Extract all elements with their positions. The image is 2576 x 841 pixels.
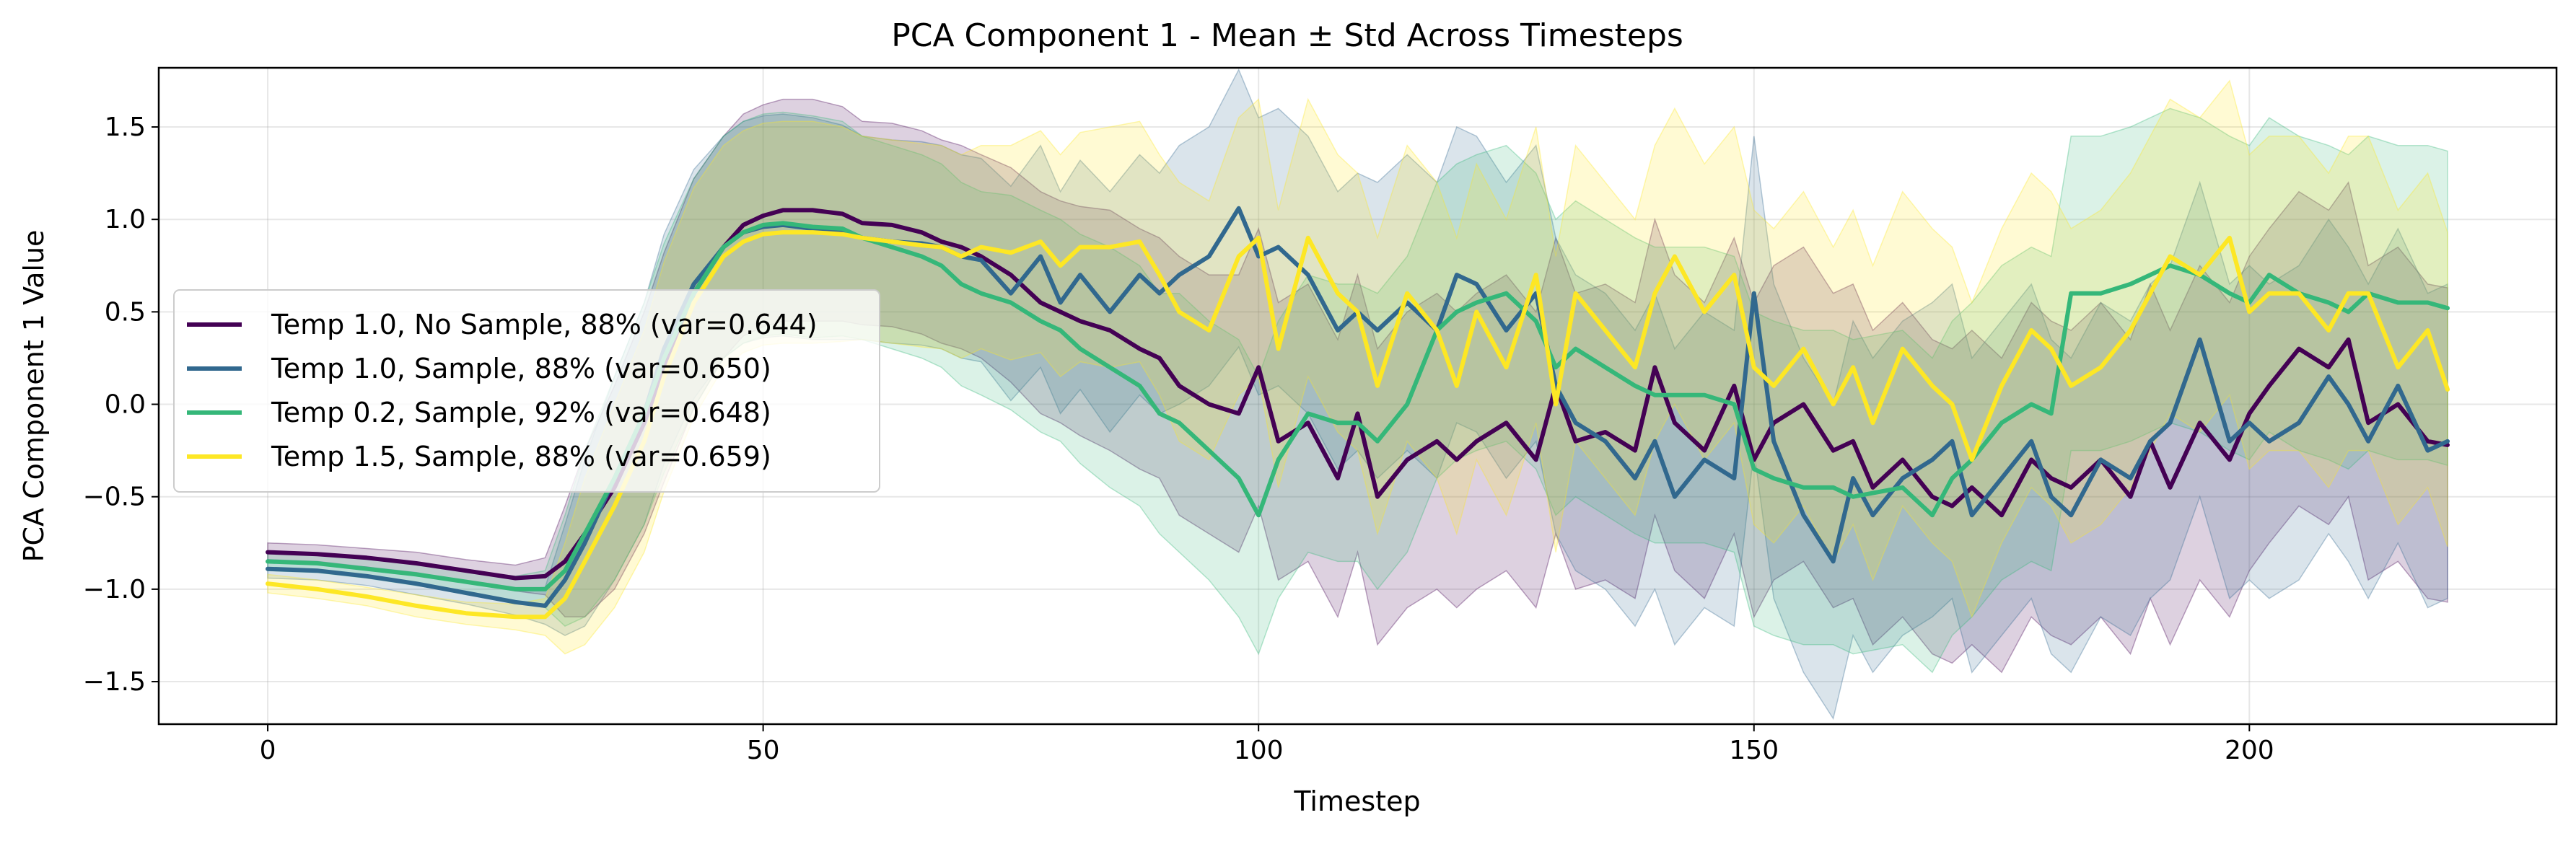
legend-box (173, 289, 880, 493)
chart-title: PCA Component 1 - Mean ± Std Across Time… (891, 17, 1683, 54)
legend-label: Temp 1.5, Sample, 88% (var=0.659) (271, 441, 771, 472)
x-tick-label: 200 (2225, 736, 2274, 765)
mean-line-series-1 (266, 208, 2450, 581)
y-tick-label: −1.0 (83, 575, 146, 604)
y-tick-label: 1.5 (105, 113, 146, 142)
y-tick-label: 0.5 (105, 297, 146, 327)
legend-label: Temp 1.0, No Sample, 88% (var=0.644) (271, 309, 818, 340)
legend-label: Temp 0.2, Sample, 92% (var=0.648) (271, 397, 771, 428)
mean-line-series-3 (266, 221, 2450, 591)
std-band-series-1 (267, 98, 2448, 674)
mean-line-series-4 (266, 230, 2450, 620)
x-axis-ticks: 0 50 100 150 200 (260, 724, 2274, 765)
y-tick-label: −1.5 (83, 667, 146, 697)
x-tick-label: 0 (260, 736, 276, 765)
y-axis-label: PCA Component 1 Value (18, 230, 50, 563)
std-band-series-3 (267, 107, 2448, 674)
y-tick-label: −0.5 (83, 483, 146, 512)
legend: Temp 1.0, No Sample, 88% (var=0.644) Temp… (173, 289, 880, 493)
std-band-series-4 (267, 79, 2448, 655)
y-axis-ticks: −1.5 −1.0 −0.5 0.0 0.5 1.0 1.5 (83, 113, 159, 697)
x-tick-label: 150 (1729, 736, 1779, 765)
x-tick-label: 100 (1234, 736, 1284, 765)
y-tick-label: 1.0 (105, 205, 146, 234)
mean-lines (266, 206, 2450, 620)
legend-label: Temp 1.0, Sample, 88% (var=0.650) (271, 353, 771, 384)
plot-frame (157, 66, 2558, 726)
x-axis-label: Timestep (1293, 785, 1420, 817)
x-tick-label: 50 (747, 736, 780, 765)
y-tick-label: 0.0 (105, 390, 146, 420)
